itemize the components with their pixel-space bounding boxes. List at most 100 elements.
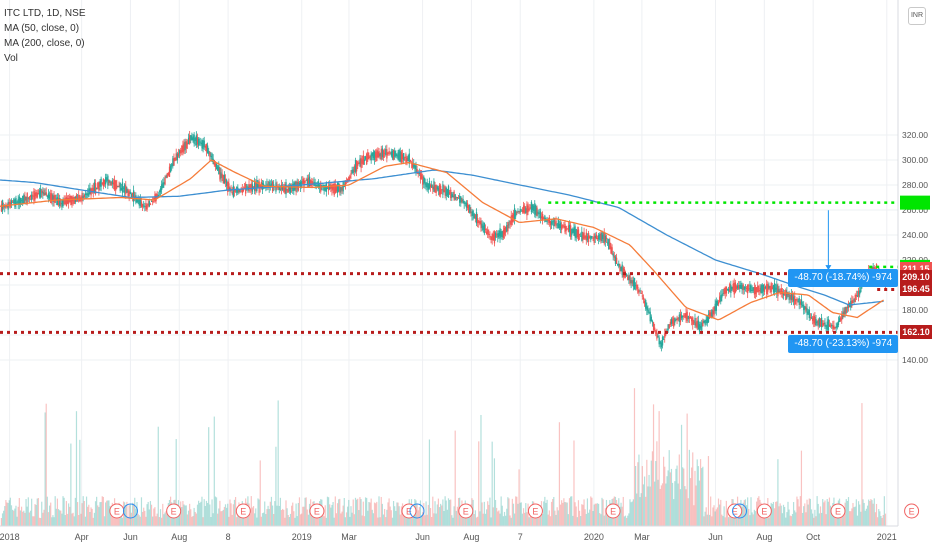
candle-body <box>479 221 481 225</box>
candle-body <box>351 169 353 174</box>
volume-bar <box>271 505 274 526</box>
candle-body <box>824 322 826 327</box>
volume-bar <box>796 496 798 526</box>
volume-bar <box>108 500 110 526</box>
price-tick-label: 300.00 <box>902 155 928 165</box>
volume-bar <box>561 500 563 526</box>
candle-body <box>546 220 548 223</box>
legend-ma50[interactable]: MA (50, close, 0) <box>4 23 80 34</box>
legend-ma200[interactable]: MA (200, close, 0) <box>4 38 85 49</box>
level-badge-162: 162.10 <box>900 325 932 340</box>
candle-body <box>389 153 391 155</box>
candle-body <box>94 183 97 195</box>
volume-bar <box>435 513 437 526</box>
candle-body <box>708 312 711 319</box>
candle-body <box>468 204 470 213</box>
volume-bar <box>593 504 595 526</box>
candle-body <box>284 184 286 194</box>
candle-body <box>99 181 101 187</box>
candle-body <box>815 319 817 325</box>
candle-body <box>277 187 279 189</box>
volume-bar <box>684 486 686 526</box>
volume-bar <box>622 496 624 526</box>
candle-body <box>200 142 202 145</box>
earnings-marker-circle <box>727 503 743 519</box>
price-tick-label: 140.00 <box>902 355 928 365</box>
volume-bar <box>305 497 307 526</box>
volume-bar <box>688 449 690 526</box>
volume-bar <box>348 499 350 526</box>
volume-bar <box>693 505 695 526</box>
volume-bar <box>817 503 819 526</box>
candle-body <box>301 181 303 188</box>
volume-bar <box>131 502 134 526</box>
candle-body <box>60 202 62 205</box>
candle-body <box>266 183 268 186</box>
dividend-marker <box>409 503 425 519</box>
volume-bar <box>664 466 666 526</box>
volume-bar <box>233 499 236 526</box>
volume-bar <box>152 516 154 526</box>
candle-body <box>689 316 692 319</box>
volume-bar <box>296 516 298 526</box>
candle-body <box>47 193 50 199</box>
candle-body <box>583 232 585 240</box>
candle-body <box>22 196 24 205</box>
volume-bar <box>35 504 37 526</box>
volume-bar <box>172 514 174 526</box>
candle-body <box>233 189 236 192</box>
candle-body <box>43 190 45 196</box>
candle-body <box>414 165 416 170</box>
candle-body <box>739 284 741 289</box>
candle-body <box>763 286 766 292</box>
volume-bar <box>91 508 93 526</box>
volume-bar <box>231 514 233 526</box>
volume-bar <box>387 502 389 526</box>
candle-body <box>505 226 507 233</box>
candle-body <box>550 221 553 225</box>
candle-body <box>744 287 747 289</box>
volume-bar <box>563 498 565 526</box>
volume-bar <box>80 513 82 526</box>
candle-body <box>40 188 42 198</box>
candle-body <box>442 184 444 195</box>
volume-bar <box>512 503 515 526</box>
volume-bar <box>92 517 94 526</box>
legend-vol[interactable]: Vol <box>4 53 18 64</box>
volume-bar <box>742 502 744 526</box>
volume-bar <box>483 501 485 526</box>
volume-bar <box>209 504 211 526</box>
volume-bar <box>850 511 852 526</box>
candle-body <box>427 183 430 190</box>
candle-body <box>325 183 328 192</box>
candle-body <box>454 194 456 200</box>
candle-body <box>168 166 171 177</box>
volume-bar <box>485 509 488 526</box>
currency-badge[interactable]: INR <box>908 7 926 25</box>
volume-bar <box>489 497 491 526</box>
volume-bar <box>691 467 693 526</box>
volume-bar <box>154 507 156 526</box>
volume-bar <box>519 502 521 526</box>
volume-bar <box>851 508 853 526</box>
volume-bar <box>182 501 184 526</box>
candle-body <box>228 183 230 191</box>
volume-bar <box>361 515 363 526</box>
volume-bar <box>565 502 567 526</box>
legend-title[interactable]: ITC LTD, 1D, NSE <box>4 8 86 19</box>
candle-body <box>391 151 394 159</box>
candle-body <box>517 210 519 213</box>
candle-body <box>676 318 678 321</box>
volume-bar <box>474 510 476 526</box>
candle-body <box>210 155 212 157</box>
measure-callout-1[interactable]: -48.70 (-18.74%) -974 <box>788 269 899 288</box>
candle-body <box>632 279 635 287</box>
measure-callout-2[interactable]: -48.70 (-23.13%) -974 <box>788 335 899 354</box>
volume-bar <box>259 460 261 526</box>
candle-body <box>527 205 529 213</box>
volume-bar <box>341 511 343 526</box>
candle-body <box>582 233 584 239</box>
volume-bar <box>878 509 880 526</box>
